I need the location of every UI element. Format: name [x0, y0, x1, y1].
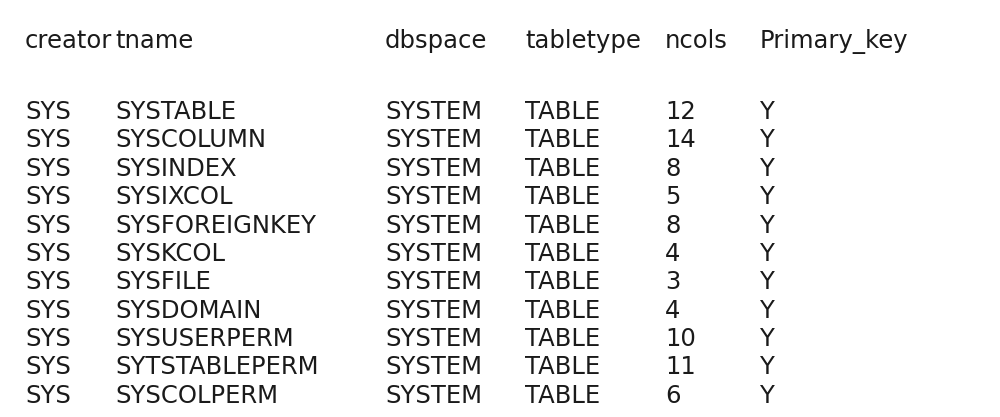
Text: SYSTABLE: SYSTABLE: [115, 100, 236, 124]
Text: 3: 3: [665, 270, 680, 294]
Text: Primary_key: Primary_key: [760, 29, 909, 54]
Text: dbspace: dbspace: [385, 29, 487, 53]
Text: SYS: SYS: [25, 100, 71, 124]
Text: SYS: SYS: [25, 384, 71, 408]
Text: Y: Y: [760, 355, 775, 379]
Text: tabletype: tabletype: [525, 29, 641, 53]
Text: TABLE: TABLE: [525, 327, 600, 351]
Text: SYSKCOL: SYSKCOL: [115, 242, 225, 266]
Text: SYSTEM: SYSTEM: [385, 299, 482, 323]
Text: SYSCOLPERM: SYSCOLPERM: [115, 384, 278, 408]
Text: SYSDOMAIN: SYSDOMAIN: [115, 299, 261, 323]
Text: 8: 8: [665, 214, 680, 238]
Text: SYSINDEX: SYSINDEX: [115, 157, 237, 181]
Text: 12: 12: [665, 100, 696, 124]
Text: 4: 4: [665, 299, 680, 323]
Text: 8: 8: [665, 157, 680, 181]
Text: SYS: SYS: [25, 214, 71, 238]
Text: creator: creator: [25, 29, 112, 53]
Text: SYTSTABLEPERM: SYTSTABLEPERM: [115, 355, 318, 379]
Text: Y: Y: [760, 214, 775, 238]
Text: 4: 4: [665, 242, 680, 266]
Text: Y: Y: [760, 185, 775, 209]
Text: 5: 5: [665, 185, 680, 209]
Text: SYS: SYS: [25, 128, 71, 153]
Text: 14: 14: [665, 128, 696, 153]
Text: ncols: ncols: [665, 29, 728, 53]
Text: SYSTEM: SYSTEM: [385, 214, 482, 238]
Text: SYSFILE: SYSFILE: [115, 270, 211, 294]
Text: SYSTEM: SYSTEM: [385, 327, 482, 351]
Text: SYSTEM: SYSTEM: [385, 100, 482, 124]
Text: tname: tname: [115, 29, 193, 53]
Text: SYSTEM: SYSTEM: [385, 384, 482, 408]
Text: Y: Y: [760, 128, 775, 153]
Text: SYSTEM: SYSTEM: [385, 270, 482, 294]
Text: TABLE: TABLE: [525, 185, 600, 209]
Text: TABLE: TABLE: [525, 270, 600, 294]
Text: Y: Y: [760, 100, 775, 124]
Text: SYSTEM: SYSTEM: [385, 242, 482, 266]
Text: Y: Y: [760, 157, 775, 181]
Text: SYSFOREIGNKEY: SYSFOREIGNKEY: [115, 214, 316, 238]
Text: SYS: SYS: [25, 157, 71, 181]
Text: SYS: SYS: [25, 270, 71, 294]
Text: Y: Y: [760, 242, 775, 266]
Text: SYS: SYS: [25, 242, 71, 266]
Text: SYS: SYS: [25, 185, 71, 209]
Text: TABLE: TABLE: [525, 242, 600, 266]
Text: SYSUSERPERM: SYSUSERPERM: [115, 327, 294, 351]
Text: SYS: SYS: [25, 299, 71, 323]
Text: Y: Y: [760, 270, 775, 294]
Text: TABLE: TABLE: [525, 157, 600, 181]
Text: TABLE: TABLE: [525, 128, 600, 153]
Text: TABLE: TABLE: [525, 214, 600, 238]
Text: SYSIXCOL: SYSIXCOL: [115, 185, 232, 209]
Text: 11: 11: [665, 355, 696, 379]
Text: Y: Y: [760, 327, 775, 351]
Text: SYSTEM: SYSTEM: [385, 157, 482, 181]
Text: 10: 10: [665, 327, 696, 351]
Text: SYSCOLUMN: SYSCOLUMN: [115, 128, 266, 153]
Text: SYS: SYS: [25, 327, 71, 351]
Text: SYSTEM: SYSTEM: [385, 355, 482, 379]
Text: TABLE: TABLE: [525, 100, 600, 124]
Text: Y: Y: [760, 299, 775, 323]
Text: SYS: SYS: [25, 355, 71, 379]
Text: 6: 6: [665, 384, 680, 408]
Text: TABLE: TABLE: [525, 384, 600, 408]
Text: TABLE: TABLE: [525, 299, 600, 323]
Text: SYSTEM: SYSTEM: [385, 185, 482, 209]
Text: SYSTEM: SYSTEM: [385, 128, 482, 153]
Text: TABLE: TABLE: [525, 355, 600, 379]
Text: Y: Y: [760, 384, 775, 408]
